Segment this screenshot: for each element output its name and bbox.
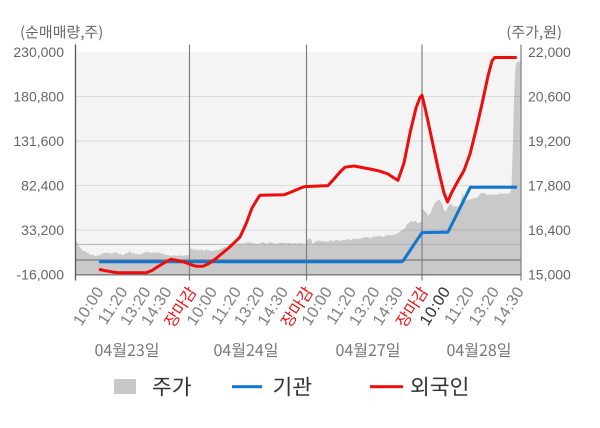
svg-text:230,000: 230,000 [13,44,64,60]
svg-text:15,000: 15,000 [528,267,571,283]
svg-text:131,600: 131,600 [13,133,64,149]
svg-text:17,800: 17,800 [528,178,571,194]
svg-text:-16,000: -16,000 [17,267,65,283]
svg-text:16,400: 16,400 [528,222,571,238]
svg-text:22,000: 22,000 [528,44,571,60]
svg-text:180,800: 180,800 [13,89,64,105]
svg-text:19,200: 19,200 [528,133,571,149]
svg-text:33,200: 33,200 [21,222,64,238]
svg-text:82,400: 82,400 [21,178,64,194]
svg-text:20,600: 20,600 [528,89,571,105]
